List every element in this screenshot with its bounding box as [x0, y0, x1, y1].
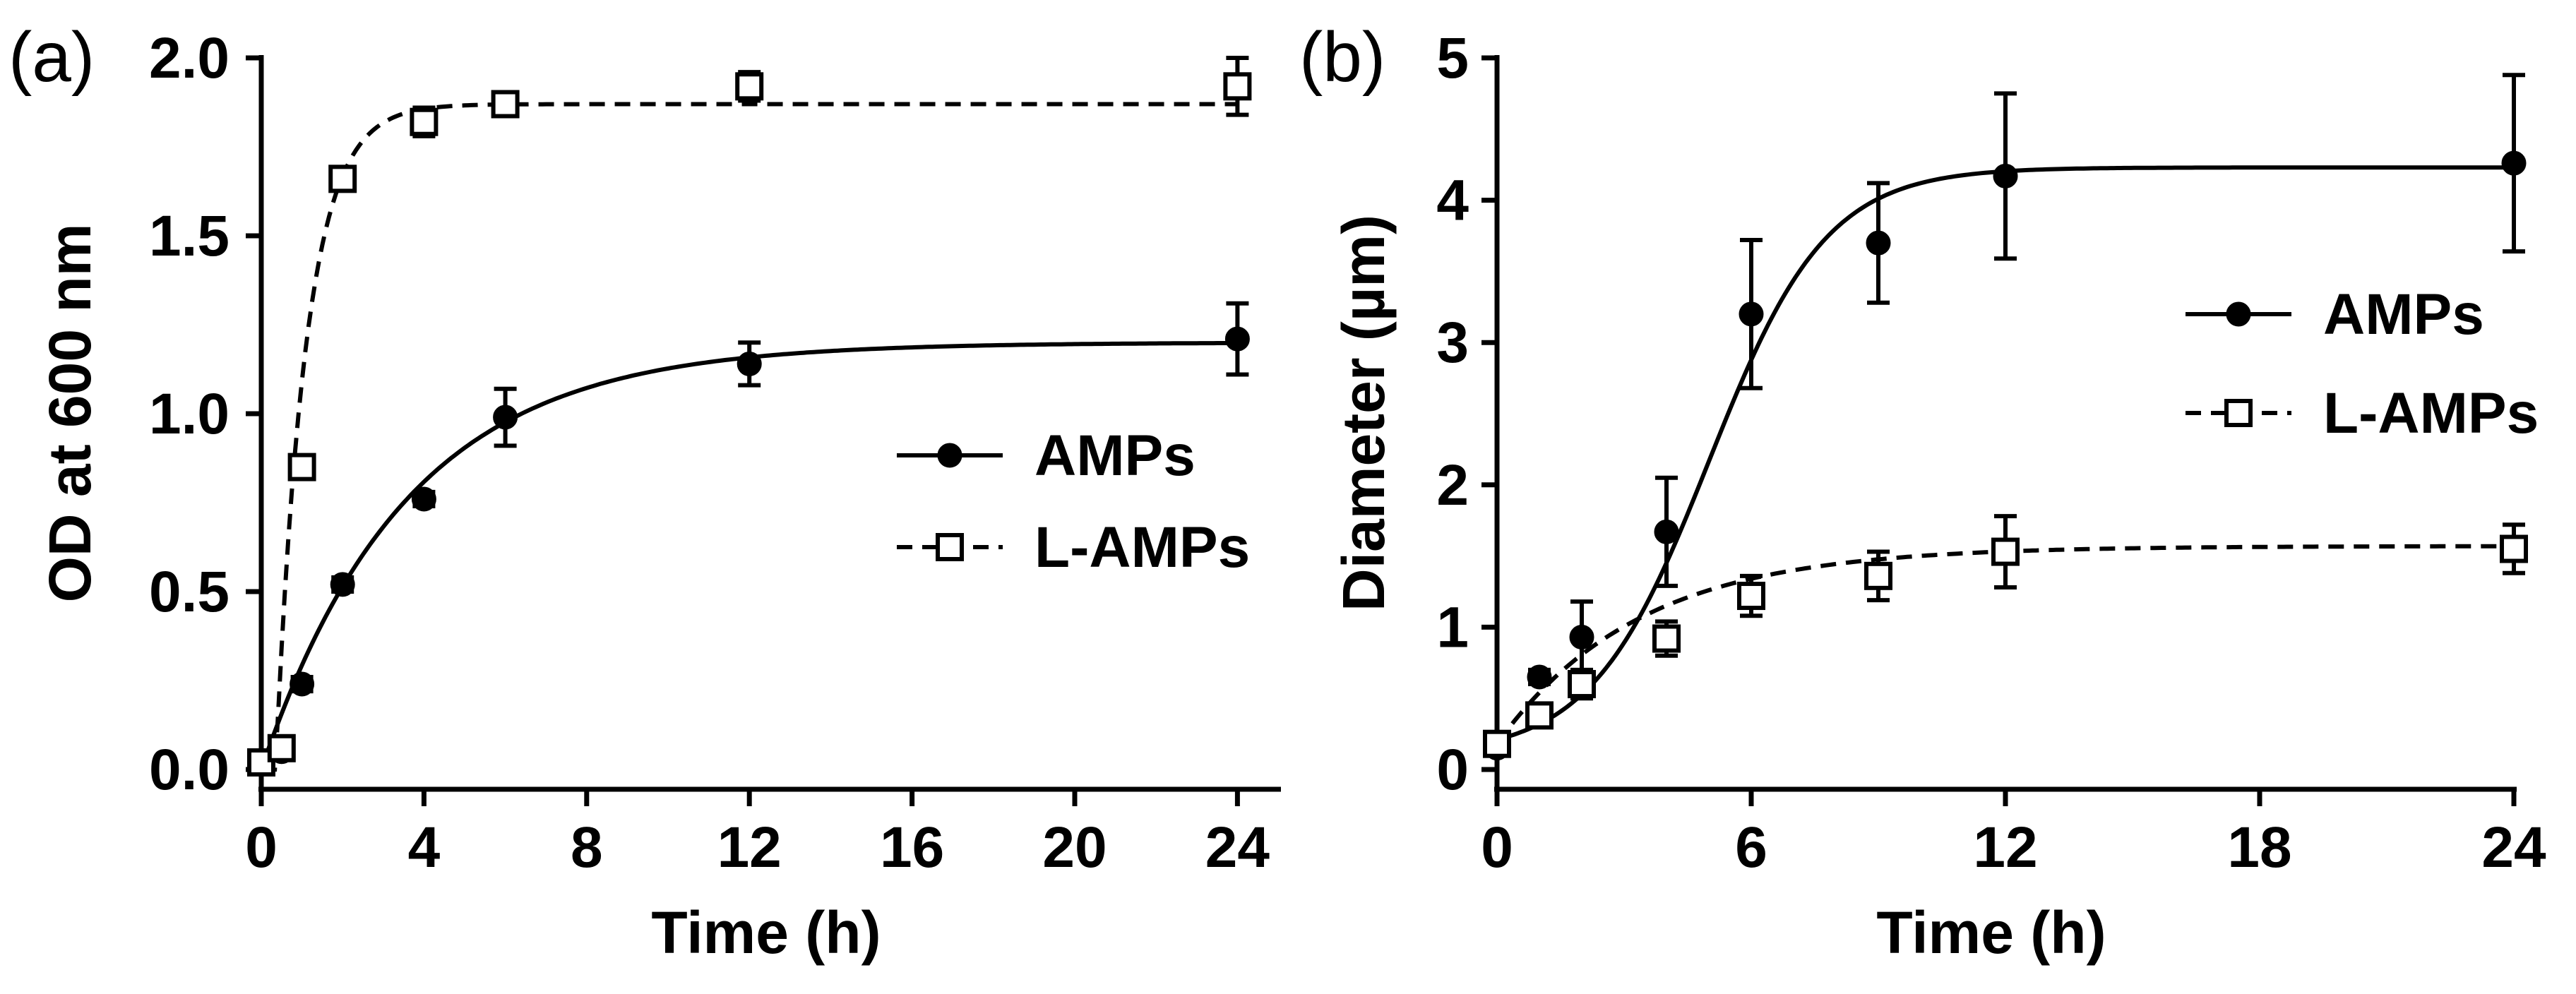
panel-b-x-tick-label: 12: [1973, 815, 2037, 880]
panel-a-l-amps-point: [287, 453, 316, 481]
panel-b-amps-point: [1739, 301, 1764, 327]
panel-a-amps-legend-marker: [937, 443, 962, 468]
panel-b-l-amps-point: [1737, 582, 1765, 611]
panel-a-od-chart: (a) OD at 600 nm Time (h) 0.0 0.5 1.0 1.5 2.…: [8, 18, 1281, 966]
panel-a-l-amps-legend-label: L-AMPs: [1034, 515, 1250, 580]
panel-a-l-amps-legend-marker: [936, 533, 964, 561]
panel-a-y-tick-label: 0.0: [149, 738, 229, 802]
panel-b-amps-legend-marker: [2226, 301, 2251, 327]
panel-b-l-amps-point: [1991, 537, 2020, 566]
panel-b-y-tick-label: 3: [1436, 311, 1469, 375]
panel-a-x-axis-title: Time (h): [651, 899, 881, 966]
panel-a-x-tick-label: 24: [1205, 815, 1270, 880]
panel-a-x-tick-label: 8: [571, 815, 603, 880]
panel-b-l-amps-legend-label: L-AMPs: [2323, 381, 2539, 445]
panel-b-l-amps-point: [1525, 701, 1554, 730]
panel-a-amps-point: [411, 486, 436, 512]
panel-b-l-amps-point: [1652, 624, 1681, 653]
panel-a-l-amps-point: [491, 90, 520, 119]
panel-b-x-tick-label: 18: [2227, 815, 2291, 880]
panel-a-amps-point: [493, 405, 518, 430]
panel-b-x-axis-title: Time (h): [1876, 899, 2106, 966]
panel-b-amps-point: [1993, 163, 2018, 188]
panel-a-y-axis-title: OD at 600 nm: [37, 224, 103, 603]
panel-b-amps-point: [1569, 625, 1594, 650]
panel-b-amps-point: [2501, 150, 2527, 176]
panel-b-l-amps-legend-marker: [2224, 399, 2253, 427]
panel-b-y-axis-title: Diameter (µm): [1330, 215, 1397, 611]
panel-b-y-tick-label: 1: [1436, 595, 1469, 659]
panel-b-label: (b): [1299, 18, 1385, 97]
panel-a-y-tick-label: 2.0: [149, 26, 229, 90]
panel-a-x-tick-label: 20: [1042, 815, 1107, 880]
panel-a-l-amps-point: [1223, 72, 1252, 101]
panel-a-label: (a): [8, 18, 95, 97]
panel-a-amps-point: [330, 572, 355, 597]
panel-b-l-amps-point: [1864, 561, 1892, 590]
panel-b-l-amps-point: [1568, 670, 1596, 699]
panel-b-amps-point: [1527, 664, 1552, 690]
panel-a-amps-legend-label: AMPs: [1034, 424, 1195, 488]
panel-a-l-amps-point: [735, 72, 764, 101]
panel-a-amps-point: [737, 351, 762, 376]
panel-b-amps-point: [1654, 519, 1679, 544]
panel-a-x-tick-label: 12: [717, 815, 782, 880]
panel-a-amps-point: [290, 671, 315, 697]
panel-b-l-amps-point: [2500, 534, 2528, 563]
panel-b-x-tick-label: 6: [1735, 815, 1767, 880]
panel-a-plot-area: 0.0 0.5 1.0 1.5 2.0 0 4 8 12 16 20 24 AMPs L-AMPs: [149, 26, 1281, 880]
panel-b-y-tick-label: 2: [1436, 453, 1469, 517]
panel-b-l-amps-point: [1483, 729, 1511, 758]
panel-b-amps-legend-label: AMPs: [2323, 282, 2484, 347]
panel-b-x-tick-label: 24: [2481, 815, 2546, 880]
panel-a-x-tick-label: 0: [245, 815, 278, 880]
panel-a-y-tick-label: 1.5: [149, 204, 229, 268]
panel-b-amps-point: [1866, 230, 1891, 256]
panel-a-y-tick-label: 0.5: [149, 560, 229, 624]
panel-a-x-tick-label: 4: [408, 815, 441, 880]
panel-a-amps-point: [1224, 326, 1250, 352]
panel-a-x-tick-label: 16: [880, 815, 944, 880]
panel-b-y-tick-label: 5: [1436, 26, 1469, 90]
panel-a-l-amps-point: [328, 164, 357, 193]
panel-a-l-amps-point: [410, 107, 439, 136]
panel-b-y-tick-label: 4: [1436, 169, 1469, 233]
panel-b-x-tick-label: 0: [1481, 815, 1513, 880]
panel-b-y-tick-label: 0: [1436, 738, 1469, 802]
panel-a-l-amps-point: [267, 733, 296, 762]
panel-a-y-tick-label: 1.0: [149, 382, 229, 446]
